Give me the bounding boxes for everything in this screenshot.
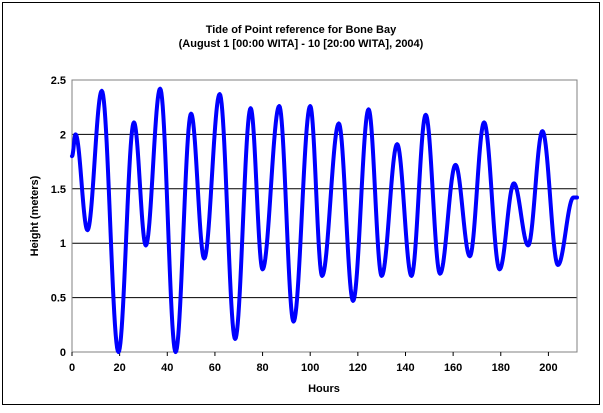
y-tick-labels: 0 0.5 1 1.5 2 2.5 bbox=[51, 75, 66, 359]
y-tick-label: 2.5 bbox=[51, 75, 66, 87]
x-tick-label: 200 bbox=[539, 362, 557, 374]
y-tick-label: 0.5 bbox=[51, 293, 66, 305]
y-tick-label: 1 bbox=[60, 238, 66, 250]
x-tick-labels: 0 20 40 60 80 100 120 140 160 180 200 bbox=[69, 352, 558, 374]
y-tick-label: 1.5 bbox=[51, 184, 66, 196]
x-tick-label: 160 bbox=[444, 362, 462, 374]
grid-lines bbox=[72, 133, 577, 299]
x-tick-label: 0 bbox=[69, 362, 75, 374]
chart-subtitle: (August 1 [00:00 WITA] - 10 [20:00 WITA]… bbox=[179, 38, 424, 50]
tide-series-line bbox=[70, 86, 579, 354]
x-tick-label: 180 bbox=[492, 362, 510, 374]
y-tick-label: 0 bbox=[60, 347, 66, 359]
plot-area bbox=[71, 79, 578, 353]
x-tick-label: 80 bbox=[256, 362, 268, 374]
x-tick-label: 20 bbox=[114, 362, 126, 374]
x-tick-label: 40 bbox=[161, 362, 173, 374]
chart-title: Tide of Point reference for Bone Bay bbox=[206, 24, 397, 36]
y-axis-label: Height (meters) bbox=[29, 175, 41, 256]
x-tick-label: 120 bbox=[349, 362, 367, 374]
x-axis-label: Hours bbox=[308, 383, 340, 395]
x-tick-label: 140 bbox=[396, 362, 414, 374]
y-tick-label: 2 bbox=[60, 129, 66, 141]
x-tick-label: 60 bbox=[209, 362, 221, 374]
x-tick-label: 100 bbox=[301, 362, 319, 374]
